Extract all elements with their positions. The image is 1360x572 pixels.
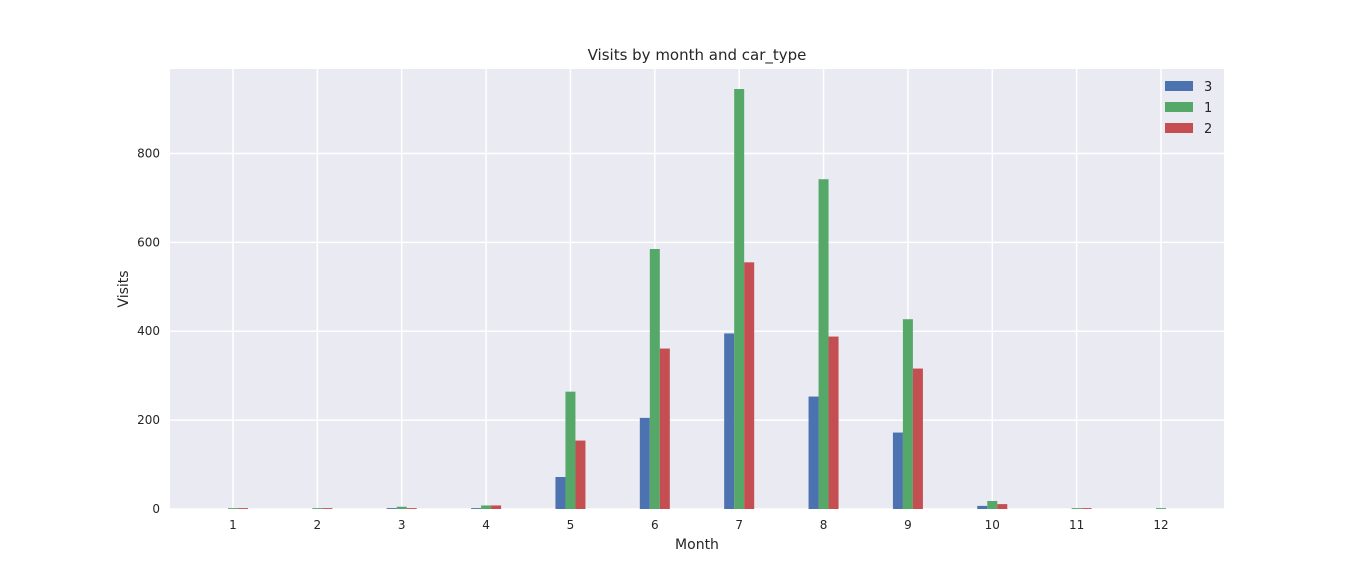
bar-series-1-month-3 [396, 506, 407, 509]
bar-series-1-month-10 [987, 501, 998, 509]
y-tick-label: 800 [137, 146, 160, 160]
bar-series-1-month-12 [1156, 508, 1166, 509]
plot-area [170, 69, 1224, 509]
legend-label: 2 [1204, 122, 1212, 137]
bar-series-2-month-4 [491, 505, 502, 509]
x-tick-label: 8 [820, 518, 828, 532]
x-tick-labels: 1 2 3 4 5 6 7 8 9 10 11 12 [229, 518, 1168, 532]
bar-series-3-month-6 [639, 417, 650, 509]
y-tick-labels: 0 200 400 600 800 [137, 146, 160, 516]
bar-series-1-month-6 [649, 249, 660, 509]
y-tick-label: 600 [137, 235, 160, 249]
y-tick-label: 0 [152, 502, 160, 516]
bar-series-3-month-8 [808, 396, 819, 509]
y-tick-label: 200 [137, 413, 160, 427]
bar-series-1-month-7 [734, 89, 745, 509]
bar-series-3-month-3 [386, 508, 397, 509]
legend-label: 3 [1204, 80, 1212, 95]
x-tick-label: 4 [482, 518, 490, 532]
bar-series-2-month-11 [1081, 508, 1092, 509]
bar-series-3-month-10 [977, 505, 988, 509]
x-tick-label: 12 [1153, 518, 1168, 532]
bar-series-3-month-4 [471, 508, 482, 509]
bar-series-1-month-11 [1071, 508, 1082, 509]
bar-series-3-month-5 [555, 477, 566, 509]
x-tick-label: 11 [1069, 518, 1084, 532]
x-tick-label: 5 [567, 518, 575, 532]
x-tick-label: 9 [904, 518, 912, 532]
bar-series-1-month-2 [312, 508, 323, 509]
bar-series-1-month-1 [228, 508, 238, 509]
legend-swatch [1165, 123, 1193, 133]
legend-swatch [1165, 81, 1193, 91]
x-tick-label: 6 [651, 518, 659, 532]
legend-label: 1 [1204, 101, 1212, 116]
legend-swatch [1165, 102, 1193, 112]
x-tick-label: 1 [229, 518, 237, 532]
bars-group [228, 89, 1166, 509]
bar-series-3-month-7 [724, 333, 735, 509]
x-axis-label: Month [675, 537, 719, 553]
x-tick-label: 2 [314, 518, 322, 532]
bar-series-1-month-8 [818, 179, 829, 509]
bar-series-2-month-5 [575, 440, 586, 509]
x-tick-label: 10 [985, 518, 1000, 532]
x-tick-label: 3 [398, 518, 406, 532]
bar-series-3-month-9 [892, 432, 903, 509]
bar-series-2-month-9 [912, 368, 923, 509]
bar-series-2-month-6 [659, 348, 670, 509]
bar-series-2-month-7 [744, 262, 755, 509]
bar-series-1-month-5 [565, 391, 576, 509]
legend: 3 1 2 [1165, 80, 1212, 137]
x-tick-label: 7 [735, 518, 743, 532]
bar-series-1-month-9 [902, 319, 913, 509]
bar-series-2-month-8 [828, 336, 839, 509]
y-tick-label: 400 [137, 324, 160, 338]
bar-series-2-month-10 [997, 504, 1008, 509]
bar-series-2-month-3 [406, 508, 417, 509]
bar-series-1-month-4 [481, 505, 492, 509]
chart-title: Visits by month and car_type [588, 46, 807, 65]
bar-series-2-month-1 [238, 508, 248, 509]
bar-series-2-month-2 [322, 508, 333, 509]
y-axis-label: Visits [116, 270, 132, 307]
